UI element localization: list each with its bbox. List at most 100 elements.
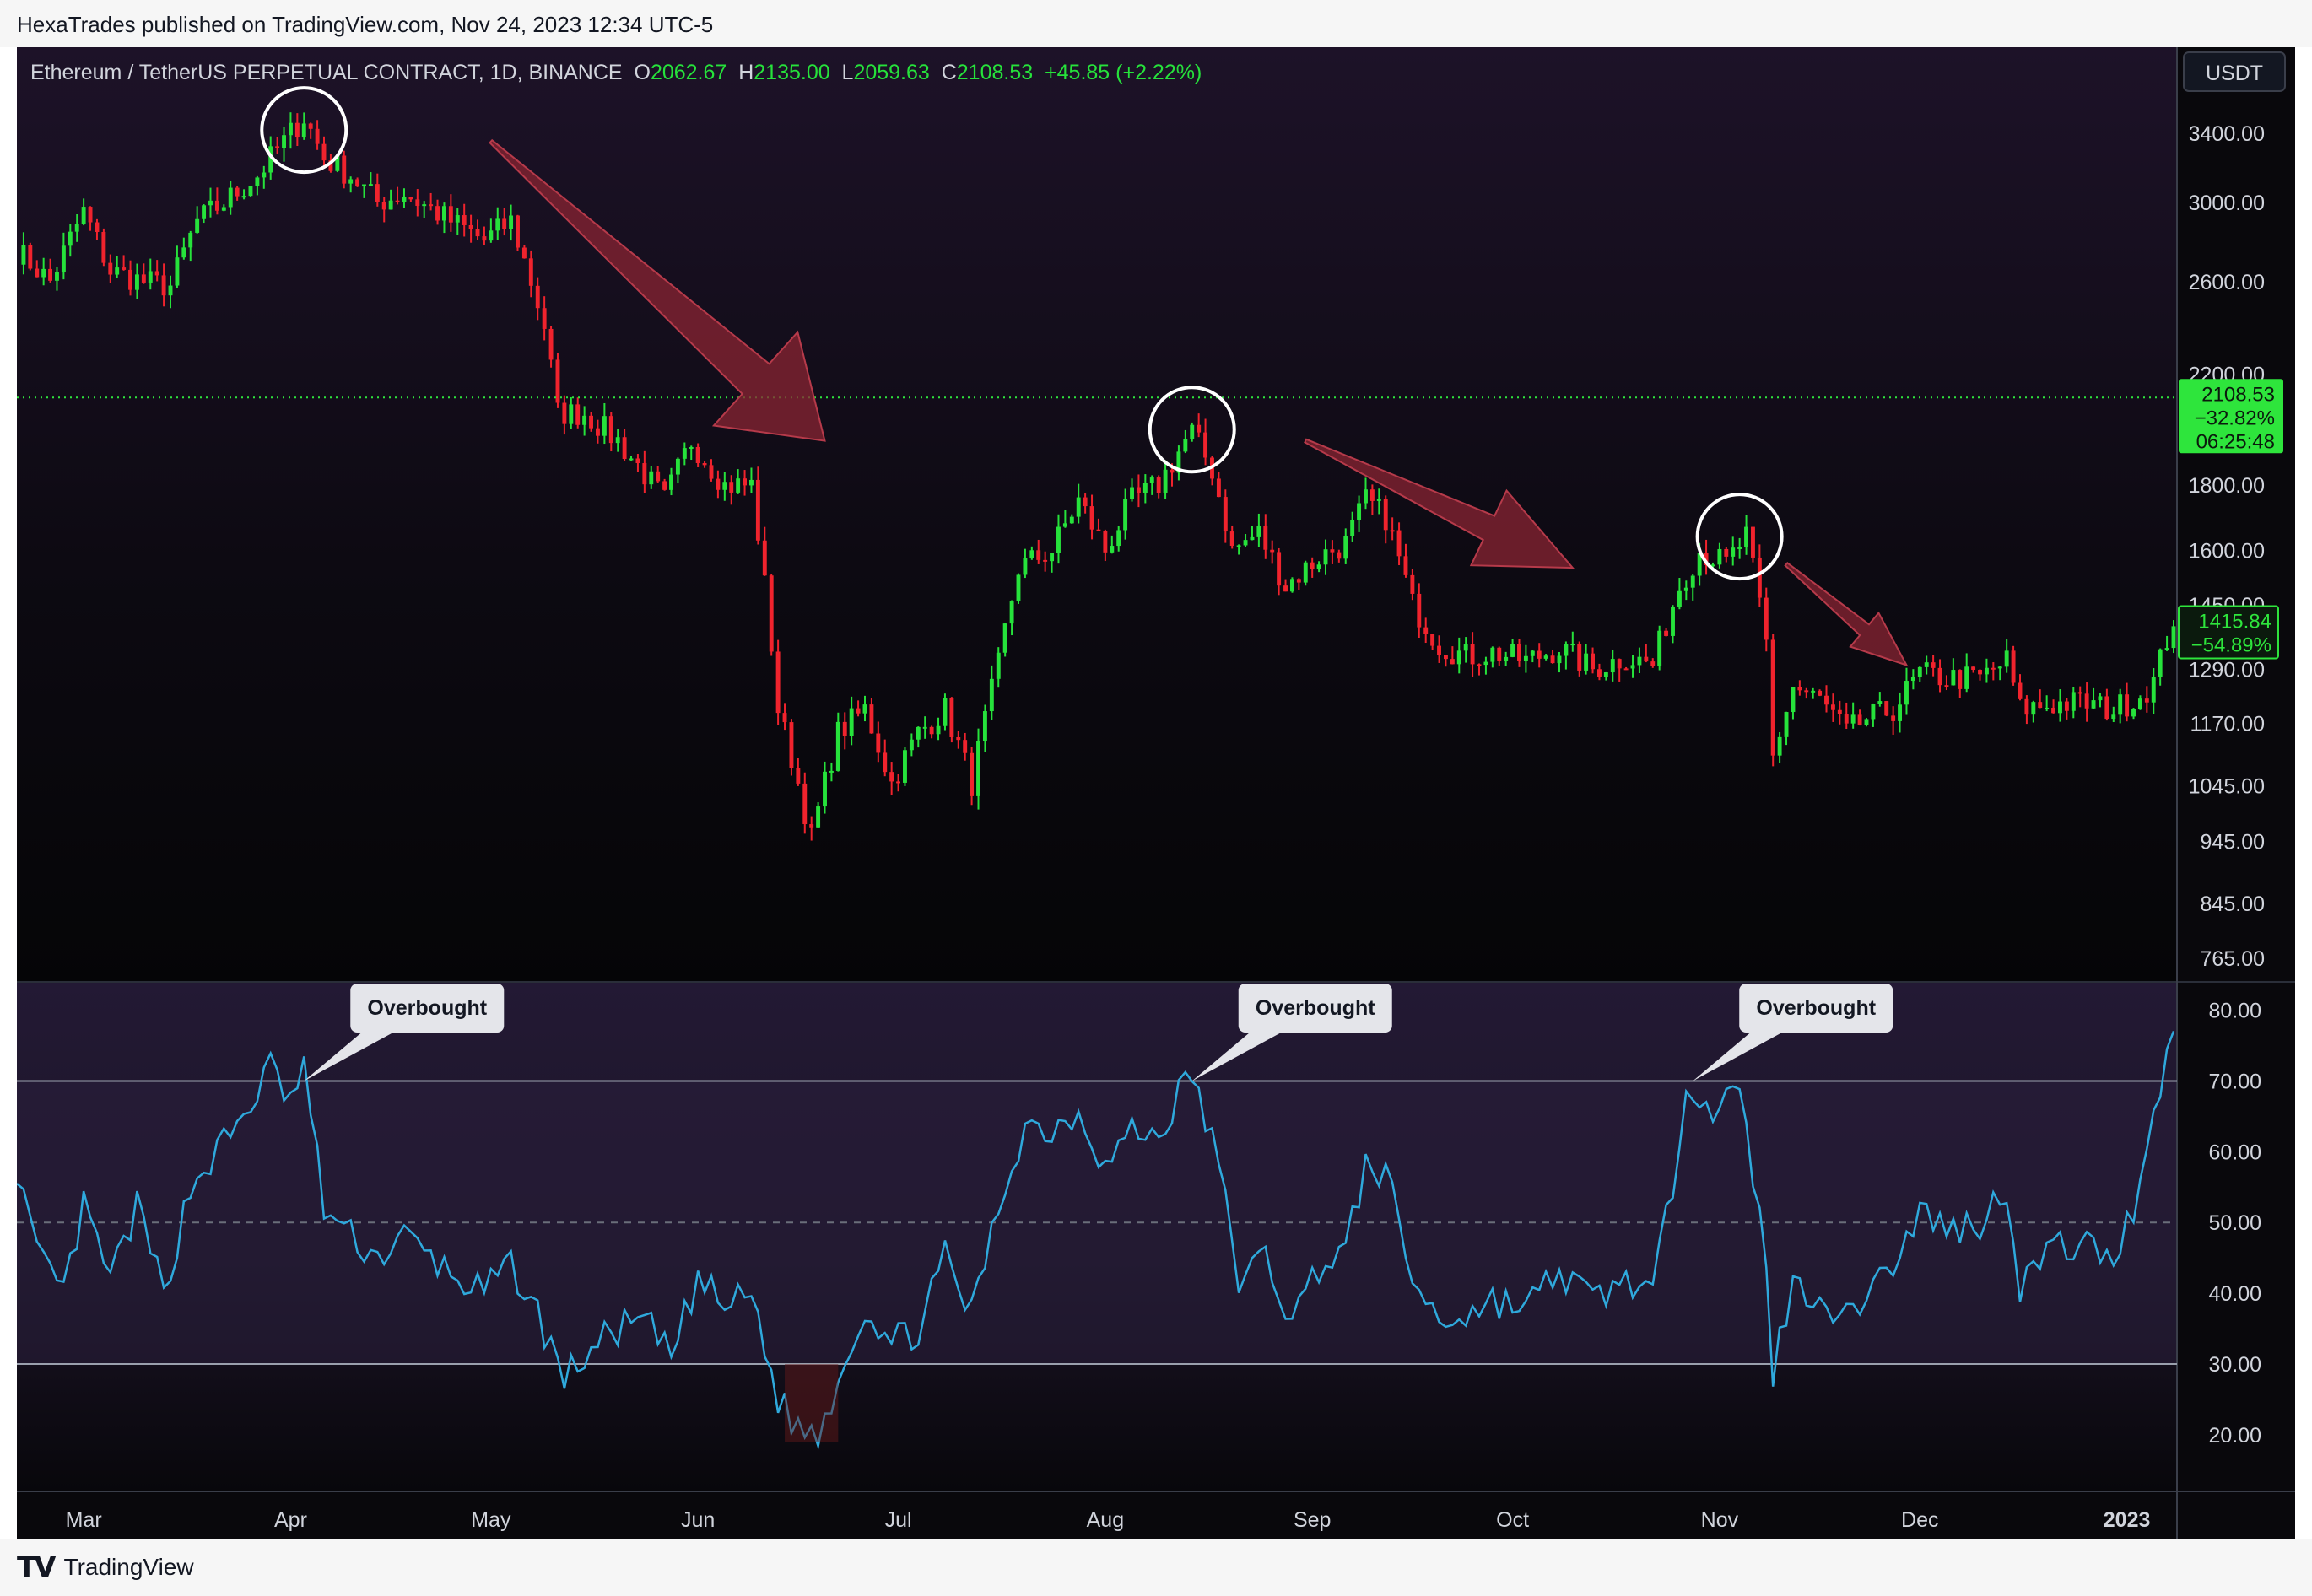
candle[interactable] <box>1250 526 1255 541</box>
candle[interactable] <box>896 774 901 792</box>
candle[interactable] <box>235 186 240 201</box>
candle[interactable] <box>1850 702 1856 729</box>
candle[interactable] <box>816 802 821 828</box>
trend-arrow[interactable] <box>489 138 826 442</box>
candle[interactable] <box>1456 637 1461 674</box>
candle[interactable] <box>1904 667 1909 715</box>
chart-area[interactable]: 765.00 845.00 945.00 1045.00 1170.00 1290.00 1… <box>17 47 2295 1539</box>
candle[interactable] <box>35 260 40 278</box>
candle[interactable] <box>288 112 293 149</box>
candle[interactable] <box>1043 551 1048 572</box>
candle[interactable] <box>1898 692 1903 733</box>
candle[interactable] <box>95 218 100 240</box>
candle[interactable] <box>455 208 460 235</box>
candle[interactable] <box>782 703 787 731</box>
candle[interactable] <box>1530 650 1535 663</box>
candle[interactable] <box>1997 666 2002 681</box>
candle[interactable] <box>2058 689 2062 722</box>
candle[interactable] <box>909 733 914 757</box>
candle[interactable] <box>48 258 53 283</box>
candle[interactable] <box>1430 634 1435 650</box>
candle[interactable] <box>1443 655 1448 667</box>
candle[interactable] <box>1671 605 1675 644</box>
candle[interactable] <box>869 698 874 734</box>
candle[interactable] <box>248 186 253 197</box>
candle[interactable] <box>1343 528 1348 564</box>
candle[interactable] <box>195 206 200 234</box>
candle[interactable] <box>1871 703 1876 727</box>
candle[interactable] <box>355 177 360 187</box>
candle[interactable] <box>115 256 120 278</box>
candle[interactable] <box>1183 429 1188 454</box>
candle[interactable] <box>1751 526 1755 563</box>
candle[interactable] <box>669 467 673 496</box>
candle[interactable] <box>1811 687 1816 699</box>
candle[interactable] <box>1303 560 1308 586</box>
candle[interactable] <box>1396 522 1402 566</box>
candle[interactable] <box>2131 708 2136 720</box>
candle[interactable] <box>936 717 941 741</box>
candle[interactable] <box>755 466 760 545</box>
tradingview-logo[interactable]: TV TradingView <box>17 1550 194 1584</box>
candle[interactable] <box>1283 579 1288 592</box>
candle[interactable] <box>996 647 1001 688</box>
candle[interactable] <box>608 412 613 452</box>
candle[interactable] <box>1417 583 1422 639</box>
candle[interactable] <box>1216 472 1221 498</box>
candle[interactable] <box>835 712 840 772</box>
candle[interactable] <box>61 232 66 280</box>
candle[interactable] <box>1142 474 1148 504</box>
candle[interactable] <box>228 181 233 215</box>
candle[interactable] <box>1477 663 1482 676</box>
candle[interactable] <box>502 208 507 236</box>
candle[interactable] <box>141 263 146 284</box>
candle[interactable] <box>2004 639 2009 673</box>
candle[interactable] <box>1490 646 1495 668</box>
candle[interactable] <box>1877 692 1883 707</box>
candle[interactable] <box>1176 445 1181 481</box>
candle[interactable] <box>1203 418 1208 466</box>
candle[interactable] <box>542 296 547 341</box>
candle[interactable] <box>342 150 347 189</box>
candle[interactable] <box>2158 648 2163 686</box>
candle[interactable] <box>489 218 494 243</box>
candle[interactable] <box>596 419 600 444</box>
candle[interactable] <box>1016 573 1021 604</box>
candle[interactable] <box>1964 653 1969 693</box>
trend-arrow[interactable] <box>1784 562 1909 667</box>
candle[interactable] <box>521 245 527 259</box>
candle[interactable] <box>1483 656 1488 675</box>
candle[interactable] <box>202 204 207 224</box>
candle[interactable] <box>889 762 894 795</box>
candle[interactable] <box>1310 557 1315 578</box>
candle[interactable] <box>2045 695 2050 712</box>
candle[interactable] <box>2151 667 2156 714</box>
candle[interactable] <box>1517 638 1521 667</box>
candle[interactable] <box>622 429 627 461</box>
candle[interactable] <box>1924 655 1929 675</box>
candle[interactable] <box>108 254 113 283</box>
candle[interactable] <box>1637 647 1642 674</box>
candle[interactable] <box>1830 693 1835 722</box>
candle[interactable] <box>1857 709 1862 726</box>
candle[interactable] <box>662 478 667 491</box>
candle[interactable] <box>1617 658 1622 682</box>
candle[interactable] <box>982 704 987 752</box>
candle[interactable] <box>1737 537 1742 559</box>
candle[interactable] <box>1236 544 1241 555</box>
candle[interactable] <box>475 219 480 240</box>
candle[interactable] <box>1764 587 1769 652</box>
candle[interactable] <box>1330 540 1335 564</box>
candle[interactable] <box>1423 617 1429 644</box>
candle[interactable] <box>876 721 881 763</box>
candle[interactable] <box>656 466 661 483</box>
candle[interactable] <box>1504 651 1509 666</box>
candle[interactable] <box>1197 413 1202 438</box>
candle[interactable] <box>1564 641 1569 670</box>
candle[interactable] <box>1023 548 1028 579</box>
candle[interactable] <box>1610 650 1615 682</box>
candle[interactable] <box>495 207 500 240</box>
candle[interactable] <box>1884 700 1889 717</box>
candle[interactable] <box>1289 577 1294 593</box>
candle[interactable] <box>214 187 219 215</box>
